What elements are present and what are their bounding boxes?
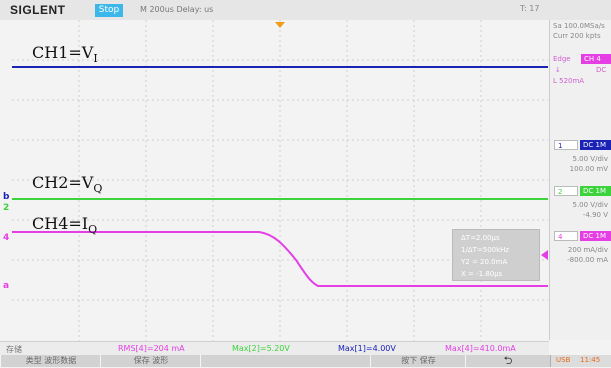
ch4-offset: -800.00 mA: [567, 256, 608, 264]
ch4-label-sub: Q: [88, 223, 98, 237]
ch1-label-sub: I: [93, 52, 98, 66]
ch4-number: 4: [554, 231, 578, 241]
right-info-panel: Sa 100.0MSa/s Curr 200 kpts Edge CH 4 ↓ …: [549, 20, 611, 340]
top-status-bar: SIGLENT Stop M 200us Delay: us T: 17: [0, 0, 611, 20]
trigger-coupling: DC: [596, 66, 607, 74]
meas-line-2: 1/ΔT=500kHz: [461, 246, 510, 254]
max2-measurement: Max[2]=5.20V: [232, 344, 290, 353]
ch1-offset-marker[interactable]: b: [3, 192, 10, 202]
ch4-coupling-tag: DC 1M: [580, 231, 611, 241]
trigger-type: Edge: [553, 55, 571, 63]
ch2-label-sub: Q: [93, 182, 103, 196]
ch1-scale: 5.00 V/div: [572, 155, 609, 163]
trigger-source: CH 4: [581, 54, 611, 64]
meas-line-1: ΔT=2.00μs: [461, 234, 500, 242]
softkey-press-save[interactable]: 按下 保存: [370, 355, 467, 367]
trigger-position-marker: [275, 22, 285, 28]
ch2-trace-label: CH2=VQ: [32, 173, 102, 195]
ch1-number: 1: [554, 140, 578, 150]
timebase-info: M 200us Delay: us: [140, 5, 214, 14]
ch4-scale: 200 mA/div: [567, 246, 608, 254]
ch2-number: 2: [554, 186, 578, 196]
meas-line-3: Y2 = 20.0mA: [461, 258, 508, 266]
brand-logo: SIGLENT: [10, 3, 66, 17]
usb-icon: USB: [556, 356, 571, 364]
ch1-trace-label: CH1=VI: [32, 43, 98, 65]
memory-depth: Curr 200 kpts: [553, 32, 601, 40]
ch4-trace-label: CH4=IQ: [32, 214, 97, 236]
meas-line-4: X = -1.80μs: [461, 270, 503, 278]
ch1-label-main: CH1=V: [32, 43, 94, 62]
ch4-offset-marker[interactable]: 4: [3, 233, 10, 243]
ch2-label-main: CH2=V: [32, 173, 94, 192]
max1-measurement: Max[1]=4.00V: [338, 344, 396, 353]
softkey-type[interactable]: 类型 波形数据: [0, 355, 102, 367]
ch1-offset: 100.00 mV: [569, 165, 608, 173]
return-arrow-icon: ⮌: [503, 354, 513, 367]
ch2-offset: -4.90 V: [582, 211, 608, 219]
cursor-measurement-box: ΔT=2.00μs 1/ΔT=500kHz Y2 = 20.0mA X = -1…: [452, 229, 540, 281]
rms-measurement: RMS[4]=204 mA: [118, 344, 185, 353]
clock-time: 11:45: [580, 356, 601, 364]
trigger-slope-icon: ↓: [555, 66, 561, 74]
ch2-scale: 5.00 V/div: [572, 201, 609, 209]
run-stop-badge[interactable]: Stop: [95, 4, 123, 17]
softkey-save-waveform[interactable]: 保存 波形: [100, 355, 202, 367]
measurement-status-bar: 存储 RMS[4]=204 mA Max[2]=5.20V Max[1]=4.0…: [0, 341, 549, 356]
ch1-coupling-tag: DC 1M: [580, 140, 611, 150]
trigger-time: T: 17: [520, 4, 540, 13]
ch4-label-main: CH4=I: [32, 214, 89, 233]
trigger-level-marker[interactable]: [541, 250, 548, 260]
ch4-ref-marker[interactable]: a: [3, 281, 10, 291]
ch2-coupling-tag: DC 1M: [580, 186, 611, 196]
max4-measurement: Max[4]=410.0mA: [445, 344, 516, 353]
save-status: 存储: [6, 345, 22, 354]
ch2-offset-marker[interactable]: 2: [3, 203, 10, 213]
softkey-bar: 类型 波形数据 保存 波形 按下 保存 ⮌ USB 11:45: [0, 355, 611, 367]
ch4-trace: [12, 231, 548, 287]
sample-rate: Sa 100.0MSa/s: [553, 22, 605, 30]
trigger-level: L 520mA: [553, 77, 585, 85]
softkey-return[interactable]: ⮌: [465, 355, 551, 367]
softkey-empty[interactable]: [200, 355, 372, 367]
